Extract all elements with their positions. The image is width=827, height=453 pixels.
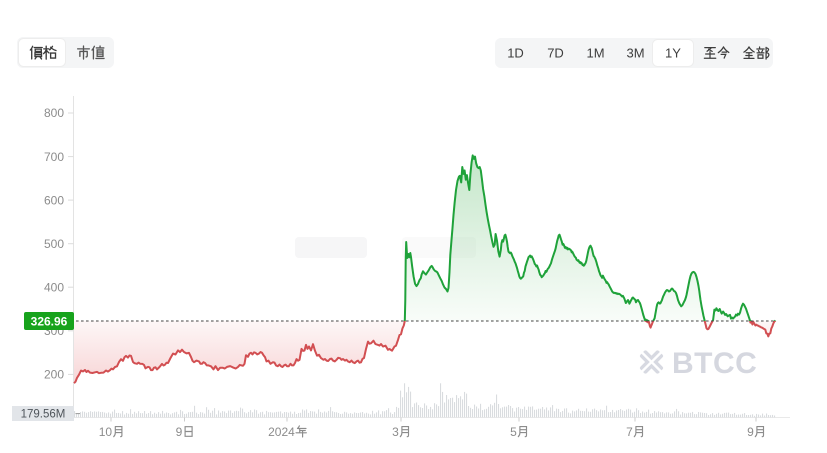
svg-text:BTCC: BTCC — [672, 347, 757, 380]
svg-text:3: 3 — [392, 425, 399, 439]
svg-text:1M: 1M — [586, 46, 604, 61]
svg-text:1D: 1D — [507, 46, 524, 61]
svg-text:5: 5 — [510, 425, 517, 439]
svg-text:400: 400 — [44, 280, 64, 294]
svg-text:700: 700 — [44, 150, 64, 164]
svg-text:600: 600 — [44, 193, 64, 207]
svg-text:9: 9 — [176, 425, 183, 439]
svg-text:2024: 2024 — [268, 425, 295, 439]
svg-text:7: 7 — [626, 425, 633, 439]
svg-text:9: 9 — [747, 425, 754, 439]
svg-text:3M: 3M — [626, 46, 644, 61]
svg-text:7D: 7D — [547, 46, 564, 61]
svg-text:179.56M: 179.56M — [21, 408, 66, 420]
svg-text:326.96: 326.96 — [31, 315, 68, 329]
svg-text:800: 800 — [44, 106, 64, 120]
svg-text:10: 10 — [99, 425, 113, 439]
svg-text:200: 200 — [44, 368, 64, 382]
svg-text:1Y: 1Y — [665, 46, 681, 61]
svg-text:500: 500 — [44, 237, 64, 251]
